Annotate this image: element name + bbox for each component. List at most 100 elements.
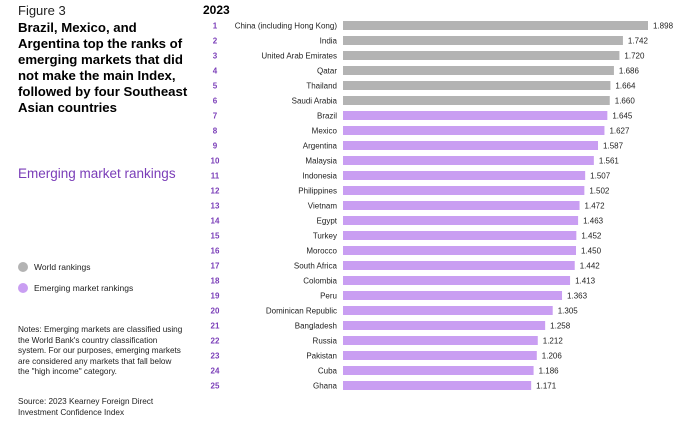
bar — [343, 81, 611, 90]
value-label: 1.507 — [590, 172, 611, 181]
bar — [343, 216, 579, 225]
bar — [343, 381, 532, 390]
value-label: 1.206 — [542, 352, 563, 361]
rank-label: 17 — [211, 262, 220, 271]
source: Source: 2023 Kearney Foreign Direct Inve… — [18, 397, 154, 417]
legend-world-swatch — [18, 262, 28, 272]
bar — [343, 36, 623, 45]
bar — [343, 246, 577, 255]
value-label: 1.212 — [543, 337, 564, 346]
bar — [343, 291, 563, 300]
rank-label: 10 — [211, 157, 220, 166]
category-label: Bangladesh — [295, 322, 337, 331]
rank-label: 23 — [211, 352, 220, 361]
category-label: Morocco — [306, 247, 337, 256]
rank-label: 22 — [211, 337, 220, 346]
bar — [343, 126, 605, 135]
headline: Brazil, Mexico, and Argentina top the ra… — [18, 20, 188, 115]
bar — [343, 111, 608, 120]
rank-label: 9 — [213, 142, 218, 151]
rank-label: 5 — [213, 82, 218, 91]
value-label: 1.720 — [624, 52, 645, 61]
bar — [343, 96, 610, 105]
bar — [343, 51, 620, 60]
value-label: 1.442 — [580, 262, 601, 271]
bar — [343, 66, 614, 75]
category-label: South Africa — [294, 262, 338, 271]
bar — [343, 366, 534, 375]
chart-subtitle: Emerging market rankings — [18, 166, 176, 181]
bar — [343, 321, 546, 330]
rank-label: 1 — [213, 22, 218, 31]
value-label: 1.645 — [612, 112, 633, 121]
value-label: 1.627 — [609, 127, 630, 136]
bar — [343, 276, 571, 285]
value-label: 1.898 — [653, 22, 674, 31]
value-label: 1.587 — [603, 142, 624, 151]
rank-label: 3 — [213, 52, 218, 61]
bar — [343, 306, 553, 315]
legend-emerging-label: Emerging market rankings — [34, 283, 134, 293]
bar — [343, 186, 585, 195]
rank-label: 13 — [211, 202, 220, 211]
legend-world: World rankings — [18, 262, 91, 272]
value-label: 1.452 — [581, 232, 602, 241]
rank-label: 19 — [211, 292, 220, 301]
rank-label: 14 — [211, 217, 220, 226]
category-label: Saudi Arabia — [292, 97, 338, 106]
rank-label: 18 — [211, 277, 220, 286]
bar — [343, 201, 580, 210]
bar — [343, 231, 577, 240]
rank-label: 12 — [211, 187, 220, 196]
category-label: Philippines — [298, 187, 337, 196]
category-label: Malaysia — [305, 157, 337, 166]
rank-label: 2 — [213, 37, 218, 46]
notes: Notes: Emerging markets are classified u… — [18, 325, 183, 376]
value-label: 1.664 — [615, 82, 636, 91]
chart-title: 2023 — [203, 3, 230, 17]
rank-label: 15 — [211, 232, 220, 241]
rank-label: 21 — [211, 322, 220, 331]
rank-label: 7 — [213, 112, 218, 121]
value-label: 1.305 — [558, 307, 579, 316]
category-label: Dominican Republic — [266, 307, 337, 316]
category-label: Ghana — [313, 382, 338, 391]
category-label: India — [320, 37, 338, 46]
value-label: 1.502 — [589, 187, 610, 196]
category-label: Egypt — [317, 217, 338, 226]
category-label: Qatar — [317, 67, 337, 76]
category-label: Pakistan — [306, 352, 337, 361]
category-label: China (including Hong Kong) — [235, 22, 338, 31]
value-label: 1.363 — [567, 292, 588, 301]
rank-label: 11 — [211, 172, 220, 181]
bar — [343, 171, 586, 180]
value-label: 1.258 — [550, 322, 571, 331]
category-label: Turkey — [313, 232, 337, 241]
value-label: 1.463 — [583, 217, 604, 226]
value-label: 1.660 — [615, 97, 636, 106]
category-label: Mexico — [312, 127, 338, 136]
category-label: Vietnam — [308, 202, 338, 211]
category-label: Thailand — [306, 82, 337, 91]
value-label: 1.686 — [619, 67, 640, 76]
legend-emerging: Emerging market rankings — [18, 283, 133, 293]
bar — [343, 261, 575, 270]
category-label: Russia — [313, 337, 338, 346]
category-label: Indonesia — [302, 172, 337, 181]
rank-label: 25 — [211, 382, 220, 391]
value-label: 1.742 — [628, 37, 649, 46]
bar — [343, 351, 537, 360]
category-label: Colombia — [303, 277, 337, 286]
bar — [343, 156, 594, 165]
category-label: Argentina — [303, 142, 338, 151]
legend-emerging-swatch — [18, 283, 28, 293]
legend-world-label: World rankings — [34, 262, 91, 272]
category-label: United Arab Emirates — [261, 52, 337, 61]
rank-label: 24 — [211, 367, 220, 376]
category-label: Brazil — [317, 112, 337, 121]
value-label: 1.413 — [575, 277, 596, 286]
category-label: Peru — [320, 292, 337, 301]
value-label: 1.561 — [599, 157, 620, 166]
bar — [343, 336, 538, 345]
